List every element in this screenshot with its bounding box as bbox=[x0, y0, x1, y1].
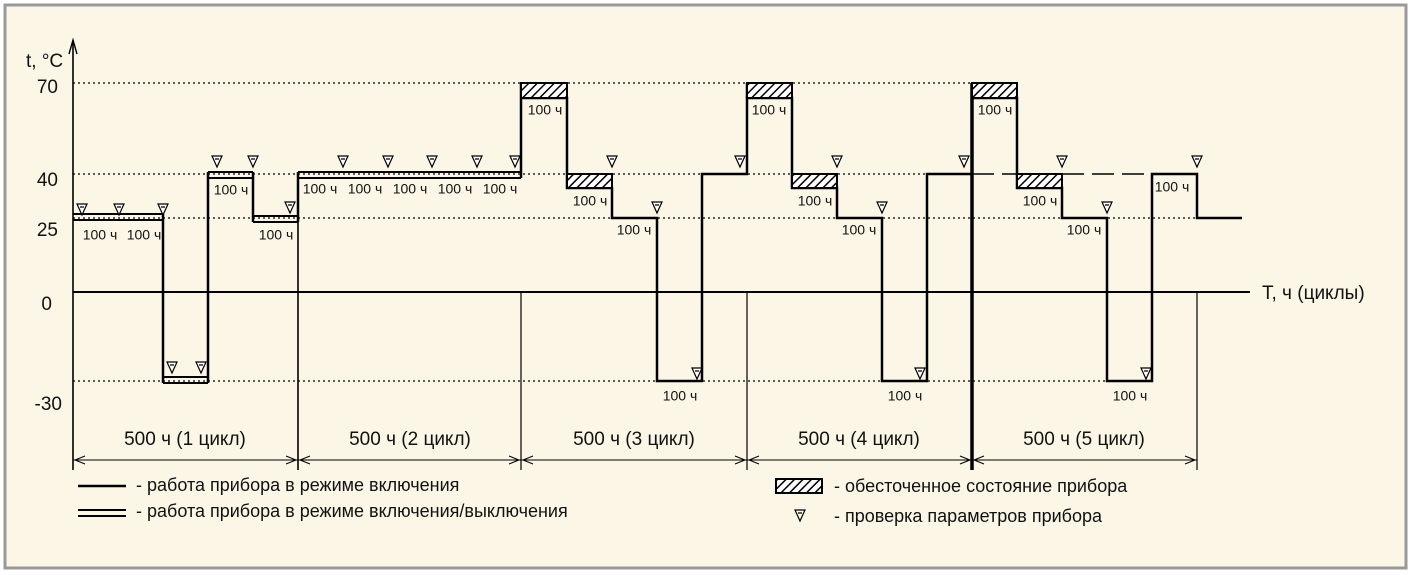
step-label: 100 ч bbox=[438, 181, 473, 197]
legend-text: - работа прибора в режиме включения bbox=[136, 475, 459, 495]
step-label: 100 ч bbox=[127, 227, 162, 243]
x-axis-label: T, ч (циклы) bbox=[1262, 283, 1365, 304]
y-tick-label: 70 bbox=[37, 77, 58, 98]
legend-swatch bbox=[78, 509, 126, 517]
cycle-label: 500 ч (4 цикл) bbox=[798, 429, 920, 450]
check-marker bbox=[157, 203, 169, 217]
legend-text: - работа прибора в режиме включения/выкл… bbox=[136, 501, 568, 521]
check-markers bbox=[76, 155, 1203, 381]
check-marker bbox=[76, 203, 88, 217]
cycle-label: 500 ч (2 цикл) bbox=[349, 429, 471, 450]
check-marker bbox=[195, 361, 207, 375]
check-marker bbox=[426, 155, 438, 169]
y-tick-label: 0 bbox=[41, 294, 52, 315]
step-label: 100 ч bbox=[1023, 193, 1058, 209]
check-marker bbox=[211, 155, 223, 169]
step-label: 100 ч bbox=[259, 227, 294, 243]
step-label: 100 ч bbox=[573, 193, 608, 209]
check-marker bbox=[166, 361, 178, 375]
check-marker bbox=[1056, 155, 1068, 169]
check-marker bbox=[651, 201, 663, 215]
step-label: 100 ч bbox=[393, 181, 428, 197]
legend-text: - обесточенное состояние прибора bbox=[834, 476, 1128, 496]
check-marker bbox=[691, 367, 703, 381]
step-label: 100 ч bbox=[528, 102, 563, 118]
step-label: 100 ч bbox=[888, 388, 923, 404]
step-label: 100 ч bbox=[617, 222, 652, 238]
step-label: 100 ч bbox=[348, 181, 383, 197]
step-label: 100 ч bbox=[978, 102, 1013, 118]
check-marker bbox=[831, 155, 843, 169]
graph bbox=[68, 37, 1250, 470]
step-label: 100 ч bbox=[1155, 179, 1190, 195]
cycle-label: 500 ч (3 цикл) bbox=[573, 429, 695, 450]
check-marker bbox=[1140, 367, 1152, 381]
cycle-label: 500 ч (1 цикл) bbox=[124, 429, 246, 450]
step-label: 100 ч bbox=[798, 193, 833, 209]
step-labels: 100 ч 100 ч 100 ч 100 ч 100 ч 100 ч 100 ч 100 ч… bbox=[83, 102, 1190, 404]
step-label: 100 ч bbox=[1067, 222, 1102, 238]
check-marker bbox=[509, 155, 521, 169]
check-marker bbox=[606, 155, 618, 169]
check-marker bbox=[284, 201, 296, 215]
step-label: 100 ч bbox=[842, 222, 877, 238]
step-label: 100 ч bbox=[752, 102, 787, 118]
check-marker bbox=[471, 155, 483, 169]
y-axis-label: t, °C bbox=[26, 51, 63, 72]
y-tick-label: -30 bbox=[35, 394, 62, 415]
check-marker bbox=[1191, 155, 1203, 169]
check-marker bbox=[337, 155, 349, 169]
check-marker bbox=[1101, 201, 1113, 215]
step-label: 100 ч bbox=[303, 181, 338, 197]
power-off-boxes bbox=[520, 82, 1063, 494]
step-label: 100 ч bbox=[1113, 388, 1148, 404]
step-label: 100 ч bbox=[483, 181, 518, 197]
check-marker bbox=[113, 203, 125, 217]
step-label: 100 ч bbox=[214, 182, 249, 198]
cycle-label: 500 ч (5 цикл) bbox=[1023, 429, 1145, 450]
check-marker bbox=[734, 155, 746, 169]
y-tick-label: 40 bbox=[37, 170, 58, 191]
y-tick-label: 25 bbox=[37, 220, 58, 241]
legend-swatch bbox=[794, 509, 806, 523]
check-marker bbox=[958, 155, 970, 169]
check-marker bbox=[247, 155, 259, 169]
check-marker bbox=[382, 155, 394, 169]
check-marker bbox=[914, 367, 926, 381]
step-label: 100 ч bbox=[83, 227, 118, 243]
check-marker bbox=[876, 201, 888, 215]
frame bbox=[3, 3, 1408, 570]
legend-text: - проверка параметров прибора bbox=[834, 506, 1103, 526]
step-label: 100 ч bbox=[663, 388, 698, 404]
